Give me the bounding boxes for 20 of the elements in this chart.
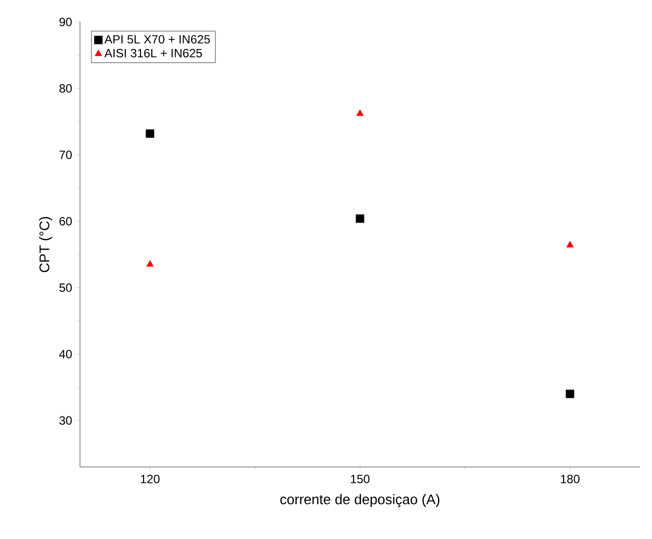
point: [146, 129, 154, 138]
point: [356, 109, 364, 116]
x-tick-label: 150: [350, 474, 370, 484]
y-tick-label: 50: [59, 283, 72, 292]
legend-label: API 5L X70 + IN625: [104, 35, 210, 44]
point: [566, 390, 574, 398]
y-tick-label: 60: [60, 217, 72, 226]
legend-label: AISI 316L + IN625: [104, 48, 202, 58]
x-axis-title: corrente de deposiçao (A): [280, 494, 440, 508]
point: [146, 260, 154, 267]
y-tick-label: 80: [59, 84, 72, 93]
y-tick-label: 40: [59, 350, 72, 358]
point: [356, 214, 364, 223]
x-tick-label: 180: [560, 474, 580, 484]
point: [566, 240, 574, 248]
y-tick-label: 30: [59, 416, 72, 425]
x-tick-label: 120: [140, 474, 160, 484]
y-tick-label: 70: [60, 150, 72, 160]
y-axis-title: CPT (°C): [39, 217, 52, 272]
y-tick-label: 90: [60, 18, 72, 26]
